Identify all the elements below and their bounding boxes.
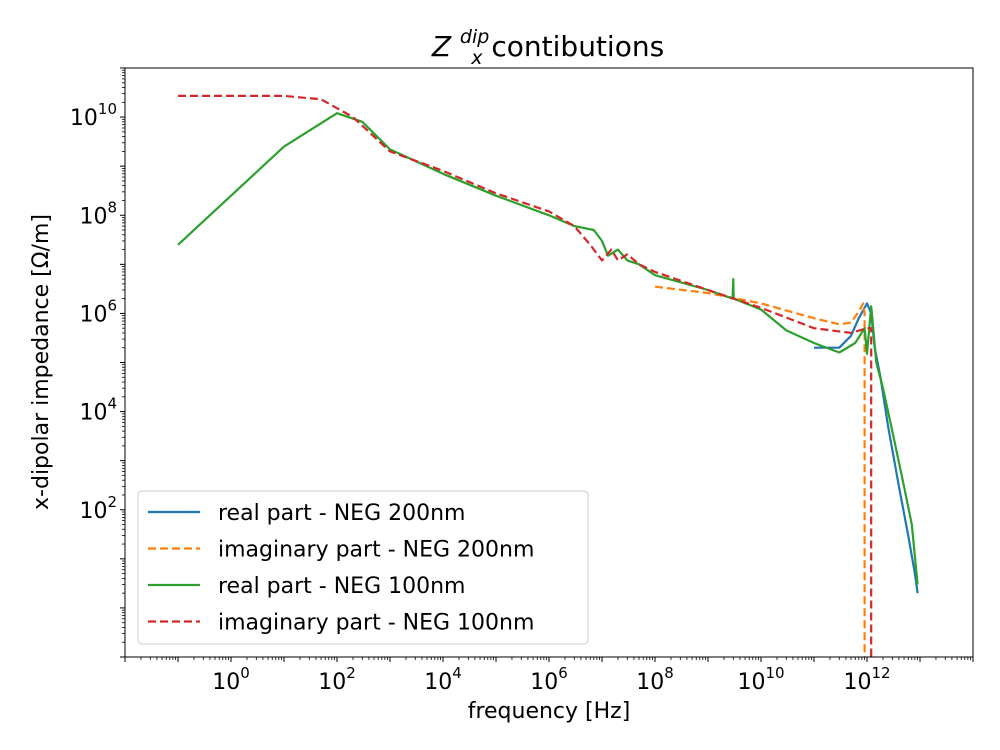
legend: real part - NEG 200nm imaginary part - NE… [137,490,589,645]
chart-title-sub: x [470,47,483,69]
x-tick-label: 1012 [843,664,890,695]
legend-label-4: imaginary part - NEG 100nm [218,611,534,636]
ticks-layer: 100 102 104 106 108 1010 1012 102 104 106 108 1010 [70,67,974,695]
y-axis-label: x-dipolar impedance [Ω/m] [29,214,54,510]
x-tick-label: 108 [636,664,674,695]
x-tick-label: 1010 [737,664,784,695]
x-tick-label: 104 [424,664,462,695]
y-tick-label: 102 [79,493,117,524]
chart-title-sup: dip [460,26,489,48]
x-axis-label: frequency [Hz] [468,699,631,724]
series-line-4 [178,94,873,657]
series-line-2 [654,285,866,657]
chart-title-rest: contibutions [491,30,664,63]
x-tick-label: 106 [530,664,568,695]
chart-title-base: Z [431,30,452,63]
y-tick-label: 106 [79,296,117,327]
y-tick-label: 104 [79,395,117,426]
x-tick-label: 102 [318,664,356,695]
y-tick-label: 108 [79,198,117,229]
legend-label-1: real part - NEG 200nm [218,501,466,526]
x-tick-label: 100 [212,664,250,695]
series-layer [177,94,919,657]
legend-box [137,490,589,645]
legend-label-3: real part - NEG 100nm [218,574,466,599]
y-tick-label: 1010 [70,100,117,131]
chart-title: Z dip x contibutions [431,17,664,71]
legend-label-2: imaginary part - NEG 200nm [218,538,534,563]
